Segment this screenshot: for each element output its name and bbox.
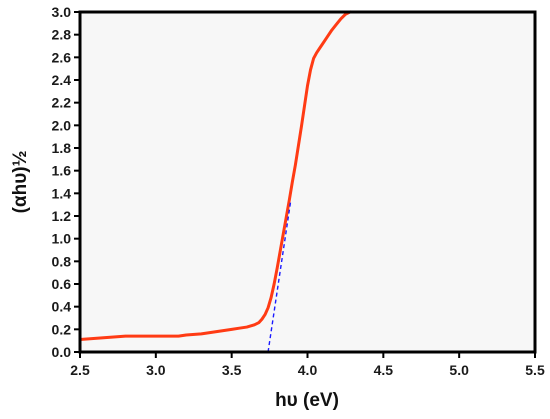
x-axis-ticks: 2.5 3.0 3.5 4.0 4.5 5.0 5.5 — [70, 352, 545, 378]
y-tick-label: 2.0 — [52, 117, 72, 133]
plot-area — [80, 12, 535, 352]
x-tick-label: 3.5 — [222, 362, 242, 378]
x-tick-label: 2.5 — [70, 362, 90, 378]
x-tick-label: 3.0 — [146, 362, 166, 378]
y-tick-label: 1.2 — [52, 208, 72, 224]
data-curve-line — [78, 10, 352, 342]
y-tick-label: 0.8 — [52, 253, 72, 269]
y-tick-label: 2.2 — [52, 95, 72, 111]
x-tick-label: 5.0 — [449, 362, 469, 378]
y-axis-ticks: 0.0 0.2 0.4 0.6 0.8 1.0 1.2 1.4 1.6 1.8 2.0 2.2 2.4 2… — [52, 4, 80, 360]
plot-frame — [78, 10, 537, 354]
y-tick-label: 1.8 — [52, 140, 72, 156]
x-tick-label: 5.5 — [525, 362, 545, 378]
y-tick-label: 1.6 — [52, 163, 72, 179]
x-axis-title: hυ (eV) — [275, 390, 339, 411]
y-axis-title: (αhυ)½ — [10, 151, 31, 214]
y-tick-label: 2.4 — [52, 72, 72, 88]
tangent-line — [267, 200, 292, 353]
y-tick-label: 3.0 — [52, 4, 72, 20]
series-group — [78, 10, 352, 353]
y-tick-label: 0.2 — [52, 321, 72, 337]
y-tick-label: 0.0 — [52, 344, 72, 360]
x-tick-label: 4.0 — [298, 362, 318, 378]
y-tick-label: 1.4 — [52, 185, 72, 201]
y-tick-label: 0.6 — [52, 276, 72, 292]
y-tick-label: 1.0 — [52, 231, 72, 247]
x-tick-label: 4.5 — [374, 362, 394, 378]
y-tick-label: 2.8 — [52, 27, 72, 43]
y-tick-label: 2.6 — [52, 49, 72, 65]
y-tick-label: 0.4 — [52, 299, 72, 315]
